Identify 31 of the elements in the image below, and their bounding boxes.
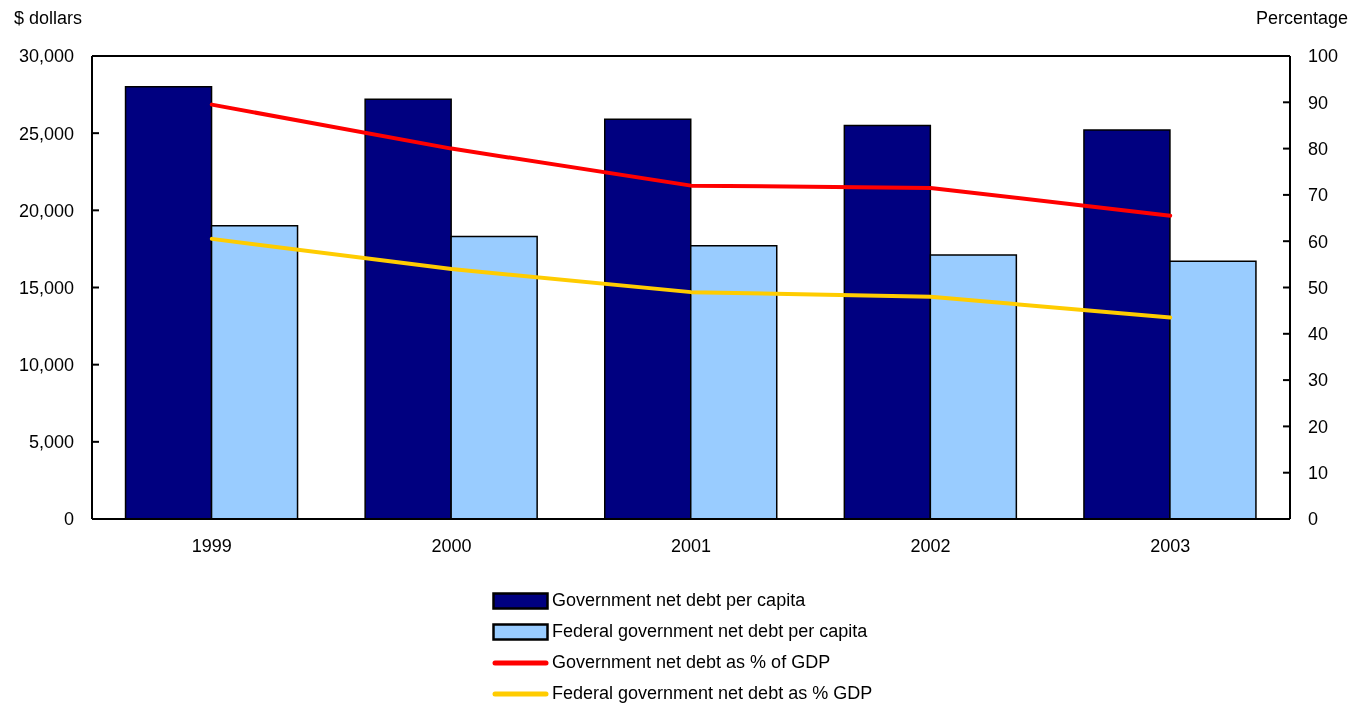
y-tick-label: 20,000 <box>18 200 74 221</box>
y2-axis-title: Percentage <box>1255 8 1348 28</box>
y-tick-label: 25,000 <box>18 123 74 144</box>
y2-tick-label: 10 <box>1308 463 1329 484</box>
y-tick-label: 10,000 <box>18 355 74 376</box>
y2-tick-label: 30 <box>1308 370 1329 391</box>
y2-tick-label: 40 <box>1308 324 1329 345</box>
y2-tick-label: 20 <box>1308 416 1329 437</box>
line-series <box>209 236 1173 320</box>
y2-tick-label: 60 <box>1308 231 1329 252</box>
x-tick-label: 2003 <box>1150 535 1191 556</box>
legend-label: Federal government net debt as % GDP <box>552 683 873 704</box>
y-tick-label: 0 <box>63 509 74 530</box>
y2-tick-label: 80 <box>1308 138 1329 159</box>
y-tick-label: 30,000 <box>18 46 74 67</box>
y2-tick-label: 50 <box>1308 277 1329 298</box>
legend-label: Government net debt per capita <box>552 590 806 611</box>
legend-label: Government net debt as % of GDP <box>552 652 831 673</box>
x-tick-label: 1999 <box>191 535 232 556</box>
y-axis-title: $ dollars <box>14 8 83 28</box>
y-tick-label: 15,000 <box>18 277 74 298</box>
y2-tick-label: 100 <box>1308 46 1339 67</box>
x-tick-label: 2002 <box>910 535 951 556</box>
y2-tick-label: 0 <box>1308 509 1319 530</box>
legend-label: Federal government net debt per capita <box>552 621 868 642</box>
y-tick-label: 5,000 <box>28 432 74 453</box>
y2-tick-label: 90 <box>1308 92 1329 113</box>
line-series <box>209 102 1173 218</box>
x-tick-label: 2000 <box>431 535 472 556</box>
x-tick-label: 2001 <box>670 535 712 556</box>
y2-tick-label: 70 <box>1308 185 1329 206</box>
